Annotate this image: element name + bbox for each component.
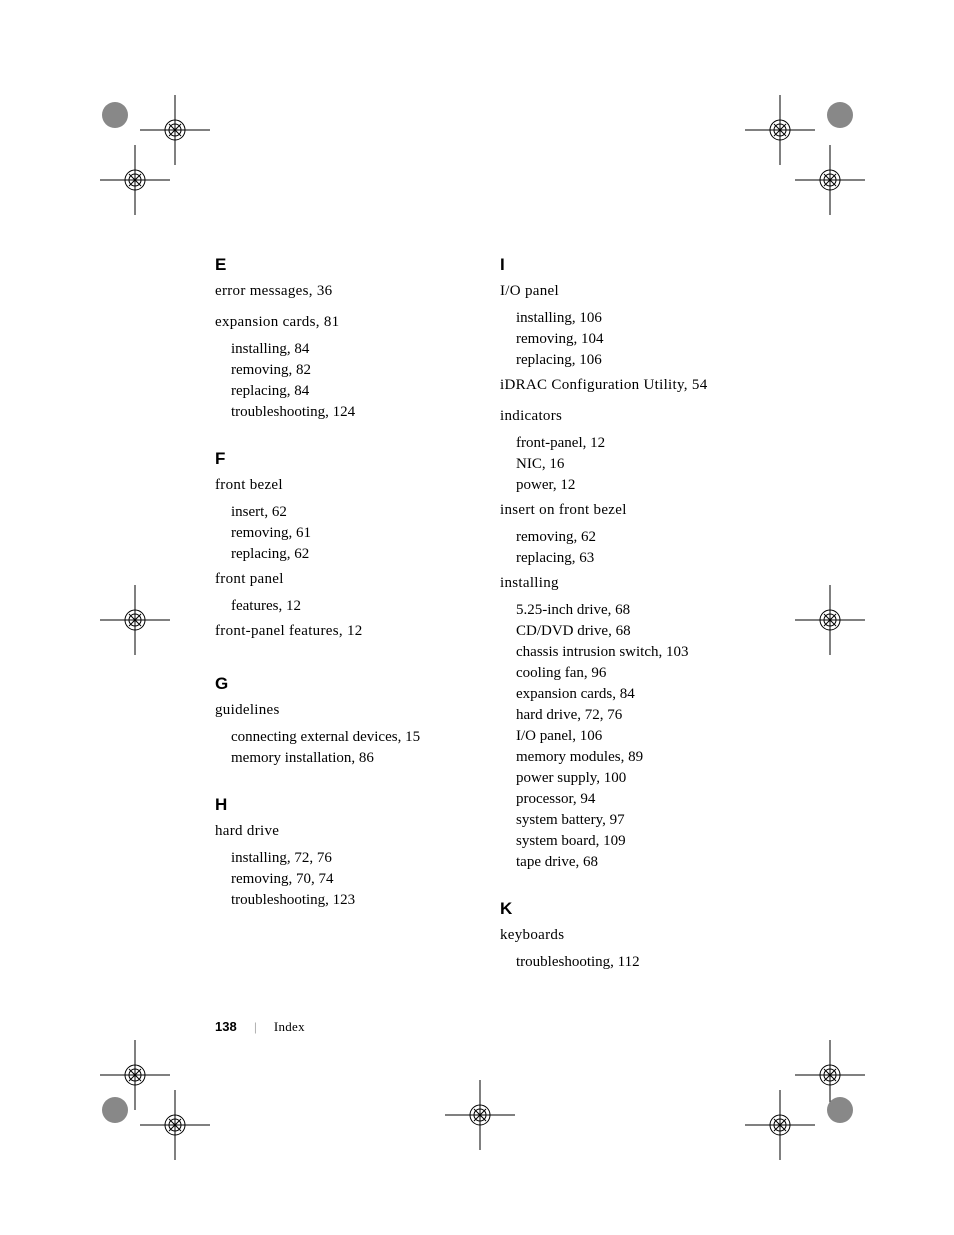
index-entry: keyboards	[500, 925, 755, 946]
index-subentry: front-panel, 12	[500, 433, 755, 454]
registration-mark-icon	[795, 585, 865, 655]
index-subentry: removing, 104	[500, 329, 755, 350]
index-entry: front panel	[215, 569, 470, 590]
index-subentry: power, 12	[500, 475, 755, 496]
corner-dot-icon	[825, 1095, 855, 1125]
index-subentry: system board, 109	[500, 831, 755, 852]
index-subentry: troubleshooting, 123	[215, 890, 470, 911]
index-entry-text: error messages, 36	[215, 283, 332, 299]
index-subentry: replacing, 84	[215, 381, 470, 402]
index-entry: expansion cards, 81	[215, 312, 470, 333]
index-entry: guidelines	[215, 700, 470, 721]
left-column: Eerror messages, 36 expansion cards, 81 in…	[215, 255, 470, 973]
registration-mark-icon	[445, 1080, 515, 1150]
index-entry-text: front-panel features, 12	[215, 623, 363, 639]
registration-mark-icon	[795, 145, 865, 215]
index-subentry: replacing, 63	[500, 548, 755, 569]
index-subentry: troubleshooting, 112	[500, 952, 755, 973]
registration-mark-icon	[140, 1090, 210, 1160]
index-entry-text: hard drive	[215, 823, 279, 839]
index-subentry: features, 12	[215, 596, 470, 617]
index-subentry: memory modules, 89	[500, 747, 755, 768]
index-entry: installing	[500, 573, 755, 594]
index-letter: I	[500, 255, 755, 275]
index-entry: hard drive	[215, 821, 470, 842]
index-subentry: processor, 94	[500, 789, 755, 810]
index-subentry: cooling fan, 96	[500, 663, 755, 684]
index-letter: E	[215, 255, 470, 275]
index-letter: H	[215, 795, 470, 815]
index-subentry: removing, 61	[215, 523, 470, 544]
index-subentry: replacing, 62	[215, 544, 470, 565]
index-entry: insert on front bezel	[500, 500, 755, 521]
index-entry-text: front bezel	[215, 477, 283, 493]
index-subentry: troubleshooting, 124	[215, 402, 470, 423]
index-entry-text: iDRAC Configuration Utility, 54	[500, 377, 708, 393]
index-subentry: installing, 84	[215, 339, 470, 360]
registration-mark-icon	[745, 1090, 815, 1160]
index-subentry: tape drive, 68	[500, 852, 755, 873]
page-footer: 138 | Index	[215, 1019, 305, 1035]
index-letter: F	[215, 449, 470, 469]
index-subentry: expansion cards, 84	[500, 684, 755, 705]
index-entry: indicators	[500, 406, 755, 427]
index-entry: error messages, 36	[215, 281, 470, 302]
corner-dot-icon	[825, 100, 855, 130]
corner-dot-icon	[100, 1095, 130, 1125]
index-entry: front bezel	[215, 475, 470, 496]
index-subentry: chassis intrusion switch, 103	[500, 642, 755, 663]
index-subentry: removing, 82	[215, 360, 470, 381]
index-entry: front-panel features, 12	[215, 621, 470, 642]
index-subentry: system battery, 97	[500, 810, 755, 831]
index-entry-text: guidelines	[215, 702, 280, 718]
spacer	[215, 648, 470, 674]
spacer	[215, 769, 470, 795]
index-subentry: CD/DVD drive, 68	[500, 621, 755, 642]
registration-mark-icon	[100, 145, 170, 215]
index-entry: iDRAC Configuration Utility, 54	[500, 375, 755, 396]
index-content: Eerror messages, 36 expansion cards, 81 in…	[215, 255, 755, 973]
footer-section-label: Index	[274, 1019, 305, 1034]
index-subentry: installing, 106	[500, 308, 755, 329]
index-subentry: insert, 62	[215, 502, 470, 523]
index-subentry: NIC, 16	[500, 454, 755, 475]
corner-dot-icon	[100, 100, 130, 130]
index-letter: K	[500, 899, 755, 919]
index-entry-text: front panel	[215, 571, 284, 587]
index-subentry: power supply, 100	[500, 768, 755, 789]
spacer	[500, 873, 755, 899]
index-subentry: 5.25-inch drive, 68	[500, 600, 755, 621]
index-entry-text: keyboards	[500, 927, 564, 943]
index-entry-text: expansion cards, 81	[215, 314, 339, 330]
index-subentry: connecting external devices, 15	[215, 727, 470, 748]
footer-divider: |	[254, 1019, 257, 1034]
index-letter: G	[215, 674, 470, 694]
index-entry-text: insert on front bezel	[500, 502, 627, 518]
index-subentry: hard drive, 72, 76	[500, 705, 755, 726]
index-subentry: I/O panel, 106	[500, 726, 755, 747]
registration-mark-icon	[100, 585, 170, 655]
spacer	[215, 423, 470, 449]
right-column: II/O panelinstalling, 106removing, 104re…	[500, 255, 755, 973]
index-entry-text: installing	[500, 575, 559, 591]
index-subentry: memory installation, 86	[215, 748, 470, 769]
index-entry-text: I/O panel	[500, 283, 559, 299]
index-entry: I/O panel	[500, 281, 755, 302]
index-subentry: removing, 70, 74	[215, 869, 470, 890]
page-number: 138	[215, 1019, 237, 1034]
index-subentry: installing, 72, 76	[215, 848, 470, 869]
index-entry-text: indicators	[500, 408, 562, 424]
index-subentry: removing, 62	[500, 527, 755, 548]
index-subentry: replacing, 106	[500, 350, 755, 371]
